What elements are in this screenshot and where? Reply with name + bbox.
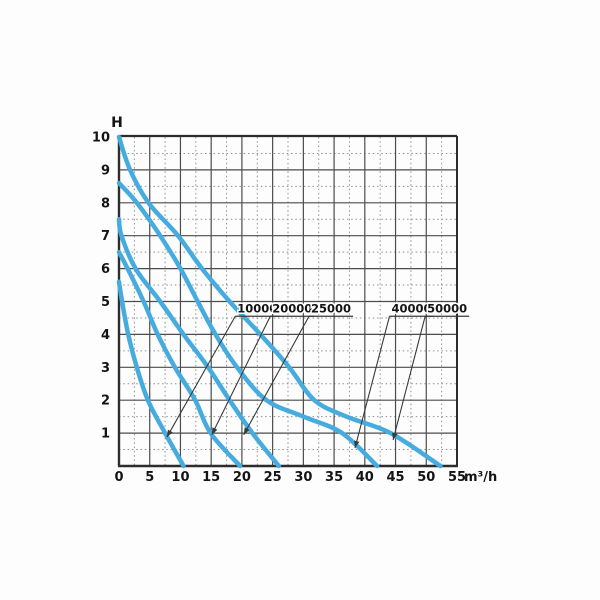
y-tick-label-6: 6 bbox=[101, 262, 110, 277]
leader-line-10000 bbox=[166, 315, 236, 438]
x-tick-label-20: 20 bbox=[233, 470, 251, 485]
x-tick-label-50: 50 bbox=[417, 470, 435, 485]
leader-line-20000 bbox=[211, 315, 271, 435]
x-tick-label-0: 0 bbox=[114, 470, 123, 485]
y-tick-label-2: 2 bbox=[101, 394, 110, 409]
x-tick-label-10: 10 bbox=[171, 470, 189, 485]
x-tick-label-5: 5 bbox=[145, 470, 154, 485]
y-tick-label-10: 10 bbox=[92, 131, 110, 146]
curve-label-20000: 20000 bbox=[272, 302, 312, 316]
y-tick-label-5: 5 bbox=[101, 295, 110, 310]
x-tick-label-30: 30 bbox=[294, 470, 312, 485]
curve-label-50000: 50000 bbox=[427, 302, 467, 316]
leader-line-40000 bbox=[354, 316, 391, 449]
leader-arrowhead-25000 bbox=[243, 427, 250, 435]
head-axis-label: H bbox=[111, 115, 123, 131]
leader-arrowhead-10000 bbox=[166, 429, 173, 438]
flow-unit-label: m³/h bbox=[464, 470, 497, 485]
y-tick-label-8: 8 bbox=[101, 196, 110, 211]
x-tick-label-15: 15 bbox=[202, 470, 220, 485]
leader-arrowhead-50000 bbox=[392, 432, 398, 441]
y-tick-label-4: 4 bbox=[101, 328, 110, 343]
y-tick-label-1: 1 bbox=[101, 427, 110, 442]
y-tick-label-7: 7 bbox=[101, 229, 110, 244]
x-tick-label-25: 25 bbox=[264, 470, 282, 485]
curve-label-40000: 40000 bbox=[392, 302, 432, 316]
x-tick-label-35: 35 bbox=[325, 470, 343, 485]
y-tick-label-3: 3 bbox=[101, 361, 110, 376]
x-tick-label-45: 45 bbox=[386, 470, 404, 485]
x-tick-label-55: 55 bbox=[448, 470, 466, 485]
pump-curve-25000 bbox=[116, 217, 282, 469]
pump-curve-10000 bbox=[116, 279, 186, 469]
leader-line-25000 bbox=[243, 315, 310, 436]
leader-arrowhead-20000 bbox=[211, 427, 218, 435]
y-tick-label-9: 9 bbox=[101, 163, 110, 178]
leader-arrowhead-40000 bbox=[354, 440, 360, 448]
pump-curve-40000 bbox=[116, 180, 380, 469]
x-tick-label-40: 40 bbox=[356, 470, 374, 485]
curve-label-25000: 25000 bbox=[311, 302, 351, 316]
curve-label-10000: 10000 bbox=[237, 302, 277, 316]
pump-curve-20000 bbox=[116, 249, 243, 469]
pump-curve-50000 bbox=[116, 134, 443, 469]
leader-line-50000 bbox=[392, 316, 426, 441]
